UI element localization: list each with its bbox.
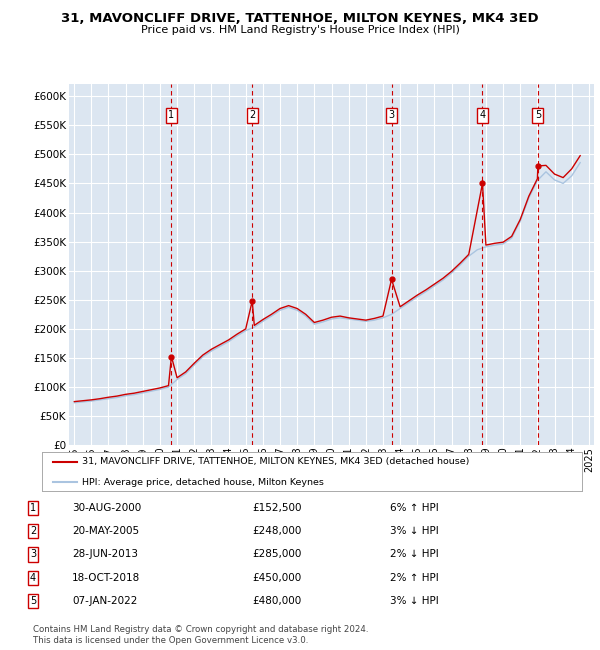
Text: 5: 5 [30,596,36,606]
Text: Contains HM Land Registry data © Crown copyright and database right 2024.
This d: Contains HM Land Registry data © Crown c… [33,625,368,645]
Text: 28-JUN-2013: 28-JUN-2013 [72,549,138,560]
Text: £480,000: £480,000 [252,596,301,606]
Text: 4: 4 [30,573,36,583]
Text: 3% ↓ HPI: 3% ↓ HPI [390,526,439,536]
Text: 2% ↑ HPI: 2% ↑ HPI [390,573,439,583]
Text: £450,000: £450,000 [252,573,301,583]
Text: 4: 4 [479,110,485,120]
Text: £285,000: £285,000 [252,549,301,560]
Text: 5: 5 [535,110,541,120]
Text: 6% ↑ HPI: 6% ↑ HPI [390,502,439,513]
Text: 07-JAN-2022: 07-JAN-2022 [72,596,137,606]
Text: 3: 3 [30,549,36,560]
Text: 1: 1 [30,502,36,513]
Text: 18-OCT-2018: 18-OCT-2018 [72,573,140,583]
Text: 2% ↓ HPI: 2% ↓ HPI [390,549,439,560]
Text: 1: 1 [169,110,175,120]
Text: £248,000: £248,000 [252,526,301,536]
Text: 2: 2 [30,526,36,536]
Text: Price paid vs. HM Land Registry's House Price Index (HPI): Price paid vs. HM Land Registry's House … [140,25,460,34]
Text: 31, MAVONCLIFF DRIVE, TATTENHOE, MILTON KEYNES, MK4 3ED (detached house): 31, MAVONCLIFF DRIVE, TATTENHOE, MILTON … [83,457,470,466]
Text: 31, MAVONCLIFF DRIVE, TATTENHOE, MILTON KEYNES, MK4 3ED: 31, MAVONCLIFF DRIVE, TATTENHOE, MILTON … [61,12,539,25]
Text: 3% ↓ HPI: 3% ↓ HPI [390,596,439,606]
Text: HPI: Average price, detached house, Milton Keynes: HPI: Average price, detached house, Milt… [83,478,325,487]
Text: 20-MAY-2005: 20-MAY-2005 [72,526,139,536]
Text: 2: 2 [249,110,256,120]
Text: 30-AUG-2000: 30-AUG-2000 [72,502,141,513]
Text: 3: 3 [388,110,395,120]
Text: £152,500: £152,500 [252,502,302,513]
